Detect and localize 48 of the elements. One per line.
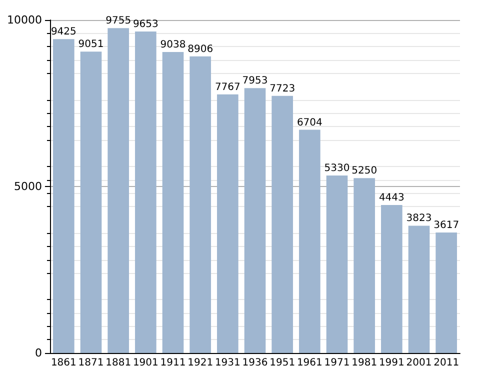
bar — [135, 32, 156, 353]
x-tick-label: 1881 — [106, 358, 132, 368]
x-tick-label: 1961 — [296, 358, 322, 368]
x-tick-label: 1871 — [78, 358, 104, 368]
x-tick-label: 1861 — [50, 358, 76, 368]
x-tick-label: 1991 — [378, 358, 404, 368]
bar — [299, 130, 320, 353]
x-tick-label: 1911 — [160, 358, 186, 368]
x-tick-label: 1931 — [214, 358, 240, 368]
data-label: 9425 — [50, 26, 76, 38]
data-label: 5330 — [324, 163, 350, 174]
y-tick-label: 5000 — [14, 180, 42, 193]
x-tick-label: 2011 — [434, 358, 460, 368]
x-tick-label: 1971 — [324, 358, 350, 368]
x-tick-label: 1921 — [188, 358, 214, 368]
bar — [53, 39, 74, 353]
bar — [326, 176, 348, 353]
data-label: 9038 — [160, 40, 186, 51]
data-label: 7953 — [242, 76, 268, 87]
x-tick-label: 1936 — [242, 358, 268, 368]
data-label: 9051 — [78, 39, 104, 50]
y-tick-label: 0 — [35, 346, 42, 360]
data-label: 5250 — [352, 166, 378, 177]
bar — [217, 94, 238, 353]
bar — [436, 232, 457, 353]
data-label: 7767 — [214, 82, 240, 93]
data-label: 7723 — [270, 83, 296, 94]
data-label: 4443 — [378, 192, 404, 204]
bar — [80, 52, 102, 353]
data-label: 3823 — [406, 213, 432, 224]
data-label: 3617 — [434, 220, 460, 232]
data-label: 9653 — [132, 19, 158, 30]
bar — [244, 88, 266, 353]
bar — [408, 226, 430, 353]
bar — [190, 56, 211, 353]
x-tick-label: 2001 — [406, 358, 432, 368]
bar — [354, 178, 375, 353]
bar — [162, 52, 184, 353]
data-label: 6704 — [296, 117, 322, 128]
bar — [381, 205, 402, 353]
data-label: 8906 — [188, 44, 214, 55]
x-tick-label: 1951 — [270, 358, 296, 368]
x-tick-label: 1901 — [132, 358, 158, 368]
bar — [272, 96, 293, 353]
bar — [108, 28, 129, 353]
y-tick-label: 10000 — [7, 14, 42, 26]
x-tick-label: 1981 — [352, 358, 378, 368]
data-label: 9755 — [106, 16, 132, 27]
